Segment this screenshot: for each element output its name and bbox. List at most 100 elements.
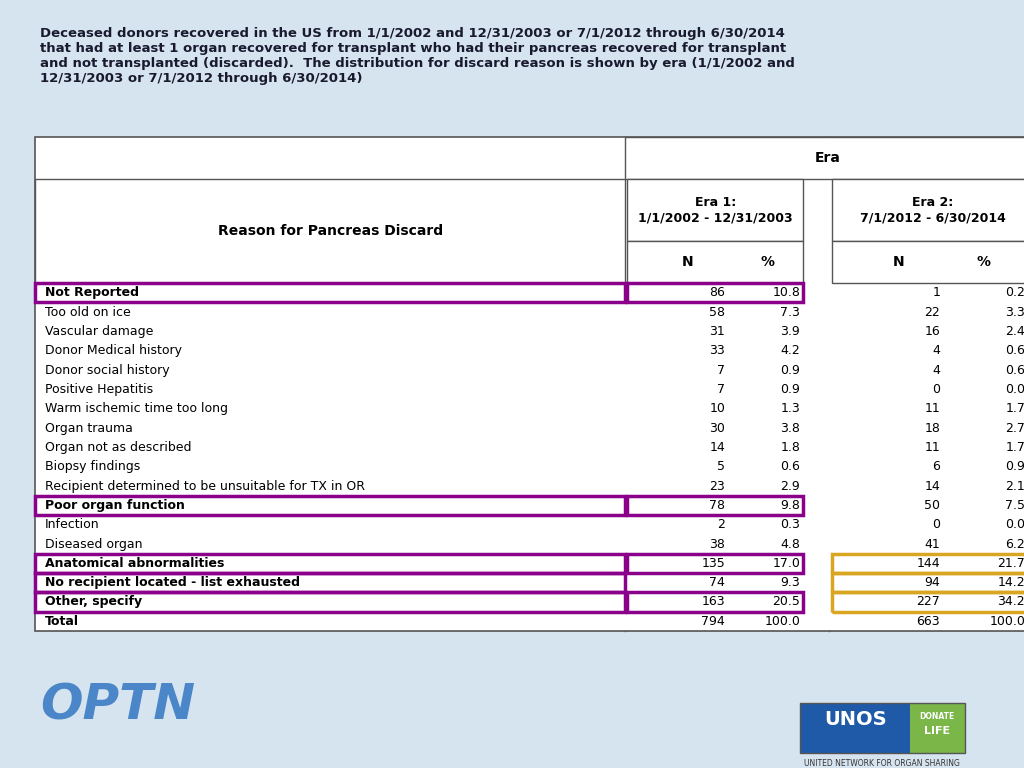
Text: 38: 38 xyxy=(710,538,725,551)
Text: 22: 22 xyxy=(925,306,940,319)
Text: Too old on ice: Too old on ice xyxy=(45,306,131,319)
Bar xyxy=(35,341,1024,360)
Text: 74: 74 xyxy=(710,576,725,589)
Text: Vascular damage: Vascular damage xyxy=(45,325,154,338)
Text: 3.3: 3.3 xyxy=(1006,306,1024,319)
Bar xyxy=(35,573,625,592)
Text: 86: 86 xyxy=(710,286,725,300)
Text: 0.0: 0.0 xyxy=(1006,518,1024,531)
Bar xyxy=(910,703,966,753)
Bar xyxy=(35,438,1024,457)
Text: 663: 663 xyxy=(916,615,940,627)
Text: Anatomical abnormalities: Anatomical abnormalities xyxy=(45,557,224,570)
Text: 58: 58 xyxy=(710,306,725,319)
Text: 20.5: 20.5 xyxy=(772,595,800,608)
Bar xyxy=(35,515,1024,535)
Bar xyxy=(35,611,1024,631)
Text: 6.2: 6.2 xyxy=(1006,538,1024,551)
Text: 135: 135 xyxy=(701,557,725,570)
Text: 6: 6 xyxy=(932,460,940,473)
Text: 1.3: 1.3 xyxy=(780,402,800,415)
Bar xyxy=(627,495,803,515)
Text: 21.7: 21.7 xyxy=(997,557,1024,570)
Text: 9.3: 9.3 xyxy=(780,576,800,589)
Text: 10: 10 xyxy=(710,402,725,415)
Text: Diseased organ: Diseased organ xyxy=(45,538,142,551)
Text: 0.6: 0.6 xyxy=(1006,344,1024,357)
Text: 144: 144 xyxy=(916,557,940,570)
Text: Donor social history: Donor social history xyxy=(45,363,170,376)
Text: 2.9: 2.9 xyxy=(780,479,800,492)
Text: Era 2:: Era 2: xyxy=(912,196,953,209)
Text: %: % xyxy=(977,255,990,270)
Text: 163: 163 xyxy=(701,595,725,608)
Bar xyxy=(800,703,966,753)
Text: 100.0: 100.0 xyxy=(764,615,800,627)
Bar xyxy=(35,554,625,573)
Text: 14: 14 xyxy=(710,441,725,454)
Bar xyxy=(35,457,1024,476)
Text: Era 1:: Era 1: xyxy=(694,196,736,209)
Text: 18: 18 xyxy=(925,422,940,435)
Text: 10.8: 10.8 xyxy=(772,286,800,300)
Text: 0.3: 0.3 xyxy=(780,518,800,531)
Bar xyxy=(833,592,1024,611)
Text: 2.4: 2.4 xyxy=(1006,325,1024,338)
Bar xyxy=(627,554,803,573)
Text: Organ not as described: Organ not as described xyxy=(45,441,191,454)
Text: 1.8: 1.8 xyxy=(780,441,800,454)
Text: UNITED NETWORK FOR ORGAN SHARING: UNITED NETWORK FOR ORGAN SHARING xyxy=(804,759,961,768)
Bar xyxy=(35,360,1024,379)
Text: Infection: Infection xyxy=(45,518,99,531)
Text: DONATE: DONATE xyxy=(920,713,954,721)
Bar xyxy=(627,592,803,611)
Text: Poor organ function: Poor organ function xyxy=(45,499,185,511)
Text: 0: 0 xyxy=(932,518,940,531)
Text: 9.8: 9.8 xyxy=(780,499,800,511)
Text: 33: 33 xyxy=(710,344,725,357)
Bar xyxy=(800,703,910,753)
Text: UNOS: UNOS xyxy=(824,710,887,730)
Text: 3.9: 3.9 xyxy=(780,325,800,338)
Text: 4.8: 4.8 xyxy=(780,538,800,551)
Text: Recipient determined to be unsuitable for TX in OR: Recipient determined to be unsuitable fo… xyxy=(45,479,365,492)
Text: 7.3: 7.3 xyxy=(780,306,800,319)
Text: Deceased donors recovered in the US from 1/1/2002 and 12/31/2003 or 7/1/2012 thr: Deceased donors recovered in the US from… xyxy=(40,27,795,84)
Bar xyxy=(625,137,1024,179)
Text: %: % xyxy=(760,255,774,270)
Text: 7: 7 xyxy=(717,363,725,376)
Text: 17.0: 17.0 xyxy=(772,557,800,570)
Bar xyxy=(35,554,1024,573)
Text: 1.7: 1.7 xyxy=(1006,402,1024,415)
Text: 100.0: 100.0 xyxy=(989,615,1024,627)
Bar xyxy=(833,179,1024,241)
Text: 16: 16 xyxy=(925,325,940,338)
Text: 0.0: 0.0 xyxy=(1006,383,1024,396)
Text: 7: 7 xyxy=(717,383,725,396)
Text: No recipient located - list exhausted: No recipient located - list exhausted xyxy=(45,576,300,589)
Text: Other, specify: Other, specify xyxy=(45,595,142,608)
Text: Total: Total xyxy=(45,615,79,627)
Text: 1: 1 xyxy=(932,286,940,300)
Bar xyxy=(627,283,803,303)
Text: 7.5: 7.5 xyxy=(1006,499,1024,511)
Text: 31: 31 xyxy=(710,325,725,338)
Bar xyxy=(35,303,1024,322)
Text: 0: 0 xyxy=(932,383,940,396)
Text: 2.7: 2.7 xyxy=(1006,422,1024,435)
Text: 94: 94 xyxy=(925,576,940,589)
Bar xyxy=(627,241,803,283)
Text: 227: 227 xyxy=(916,595,940,608)
Bar xyxy=(35,495,1024,515)
Text: 1/1/2002 - 12/31/2003: 1/1/2002 - 12/31/2003 xyxy=(638,211,793,224)
Text: 30: 30 xyxy=(710,422,725,435)
Text: Biopsy findings: Biopsy findings xyxy=(45,460,140,473)
Text: 4: 4 xyxy=(932,344,940,357)
Bar xyxy=(833,241,1024,283)
Text: 0.9: 0.9 xyxy=(780,363,800,376)
Bar xyxy=(35,283,1024,303)
Text: 4.2: 4.2 xyxy=(780,344,800,357)
Bar xyxy=(35,495,625,515)
Text: 3.8: 3.8 xyxy=(780,422,800,435)
Bar xyxy=(35,419,1024,438)
